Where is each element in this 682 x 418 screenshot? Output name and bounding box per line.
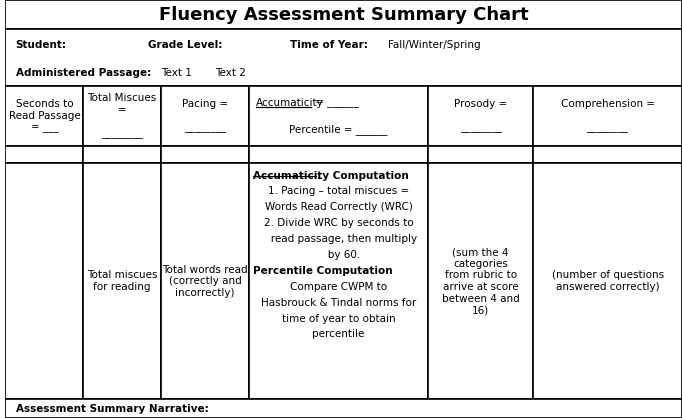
Bar: [83, 163, 161, 399]
Text: Text 2: Text 2: [216, 68, 246, 78]
Bar: [5, 86, 83, 146]
Text: (sum the 4
categories
from rubric to
arrive at score
between 4 and
16): (sum the 4 categories from rubric to arr…: [442, 247, 520, 315]
Text: 1. Pacing – total miscues =: 1. Pacing – total miscues =: [268, 186, 409, 196]
Text: by 60.: by 60.: [318, 250, 360, 260]
Text: Total words read
(correctly and
incorrectly): Total words read (correctly and incorrec…: [162, 265, 248, 298]
Text: Time of Year:: Time of Year:: [290, 40, 368, 50]
Text: Fluency Assessment Summary Chart: Fluency Assessment Summary Chart: [159, 5, 529, 24]
Text: percentile: percentile: [312, 329, 365, 339]
Bar: [83, 146, 161, 163]
Text: read passage, then multiply: read passage, then multiply: [261, 234, 417, 244]
Text: Student:: Student:: [16, 40, 67, 50]
Bar: [249, 163, 428, 399]
Text: Total Miscues
=

________: Total Miscues = ________: [87, 93, 157, 139]
Bar: [249, 86, 428, 146]
Text: Comprehension =

________: Comprehension = ________: [561, 99, 655, 133]
Text: Assessment Summary Narrative:: Assessment Summary Narrative:: [16, 404, 209, 413]
Bar: [533, 146, 682, 163]
Text: Words Read Correctly (WRC): Words Read Correctly (WRC): [265, 202, 413, 212]
Bar: [161, 163, 249, 399]
Bar: [5, 146, 83, 163]
Bar: [428, 163, 533, 399]
Text: :: :: [316, 171, 321, 181]
Text: Seconds to
Read Passage
= ___: Seconds to Read Passage = ___: [8, 99, 80, 133]
Text: Percentile Computation: Percentile Computation: [253, 266, 393, 276]
Text: Accumaticity: Accumaticity: [256, 98, 323, 108]
Text: Total miscues
for reading: Total miscues for reading: [87, 270, 158, 292]
Text: = ______: = ______: [312, 98, 359, 108]
Bar: [249, 146, 428, 163]
Text: Percentile = ______: Percentile = ______: [289, 124, 388, 135]
Text: Grade Level:: Grade Level:: [147, 40, 222, 50]
Text: :: :: [344, 266, 349, 276]
Bar: [5, 29, 682, 86]
Text: (number of questions
answered correctly): (number of questions answered correctly): [552, 270, 664, 292]
Text: Accumaticity Computation: Accumaticity Computation: [253, 171, 409, 181]
Bar: [161, 86, 249, 146]
Text: Fall/Winter/Spring: Fall/Winter/Spring: [387, 40, 480, 50]
Text: Prosody =

________: Prosody = ________: [454, 99, 507, 133]
Bar: [5, 0, 682, 29]
Text: time of year to obtain: time of year to obtain: [282, 314, 396, 324]
Text: Compare CWPM to: Compare CWPM to: [290, 282, 387, 292]
Bar: [533, 163, 682, 399]
Bar: [161, 146, 249, 163]
Text: Hasbrouck & Tindal norms for: Hasbrouck & Tindal norms for: [261, 298, 416, 308]
Bar: [428, 146, 533, 163]
Bar: [5, 399, 682, 418]
Text: Administered Passage:: Administered Passage:: [16, 68, 151, 78]
Text: Pacing =

________: Pacing = ________: [182, 99, 228, 133]
Bar: [428, 86, 533, 146]
Bar: [533, 86, 682, 146]
Text: 2. Divide WRC by seconds to: 2. Divide WRC by seconds to: [264, 218, 413, 228]
Bar: [5, 163, 83, 399]
Bar: [83, 86, 161, 146]
Text: Text 1: Text 1: [161, 68, 192, 78]
